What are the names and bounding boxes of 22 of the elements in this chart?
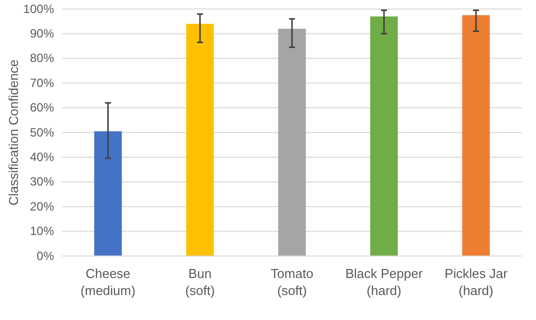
y-tick-label: 50% xyxy=(30,125,54,140)
x-tick-label: Black Pepper (hard) xyxy=(345,266,424,298)
bar xyxy=(462,15,490,256)
bar xyxy=(94,131,122,256)
y-tick-label: 10% xyxy=(30,224,54,238)
y-axis-title: Classification Confidence xyxy=(6,60,21,206)
y-tick-label: 90% xyxy=(30,26,54,41)
x-tick-label: Pickles Jar (hard) xyxy=(444,266,508,298)
y-tick-label: 100% xyxy=(23,2,54,16)
bar xyxy=(370,16,398,256)
y-tick-label: 20% xyxy=(30,199,54,214)
bar xyxy=(278,28,306,256)
y-tick-label: 70% xyxy=(30,76,54,90)
x-tick-label: Tomato (soft) xyxy=(270,266,314,298)
x-tick-label: Cheese (medium) xyxy=(80,266,136,298)
bar xyxy=(186,24,214,256)
y-tick-label: 60% xyxy=(30,100,54,115)
y-tick-label: 30% xyxy=(30,174,54,189)
y-tick-label: 80% xyxy=(30,51,54,66)
y-tick-label: 40% xyxy=(30,150,54,164)
y-tick-label: 0% xyxy=(36,248,54,263)
x-tick-label: Bun (soft) xyxy=(185,266,215,298)
